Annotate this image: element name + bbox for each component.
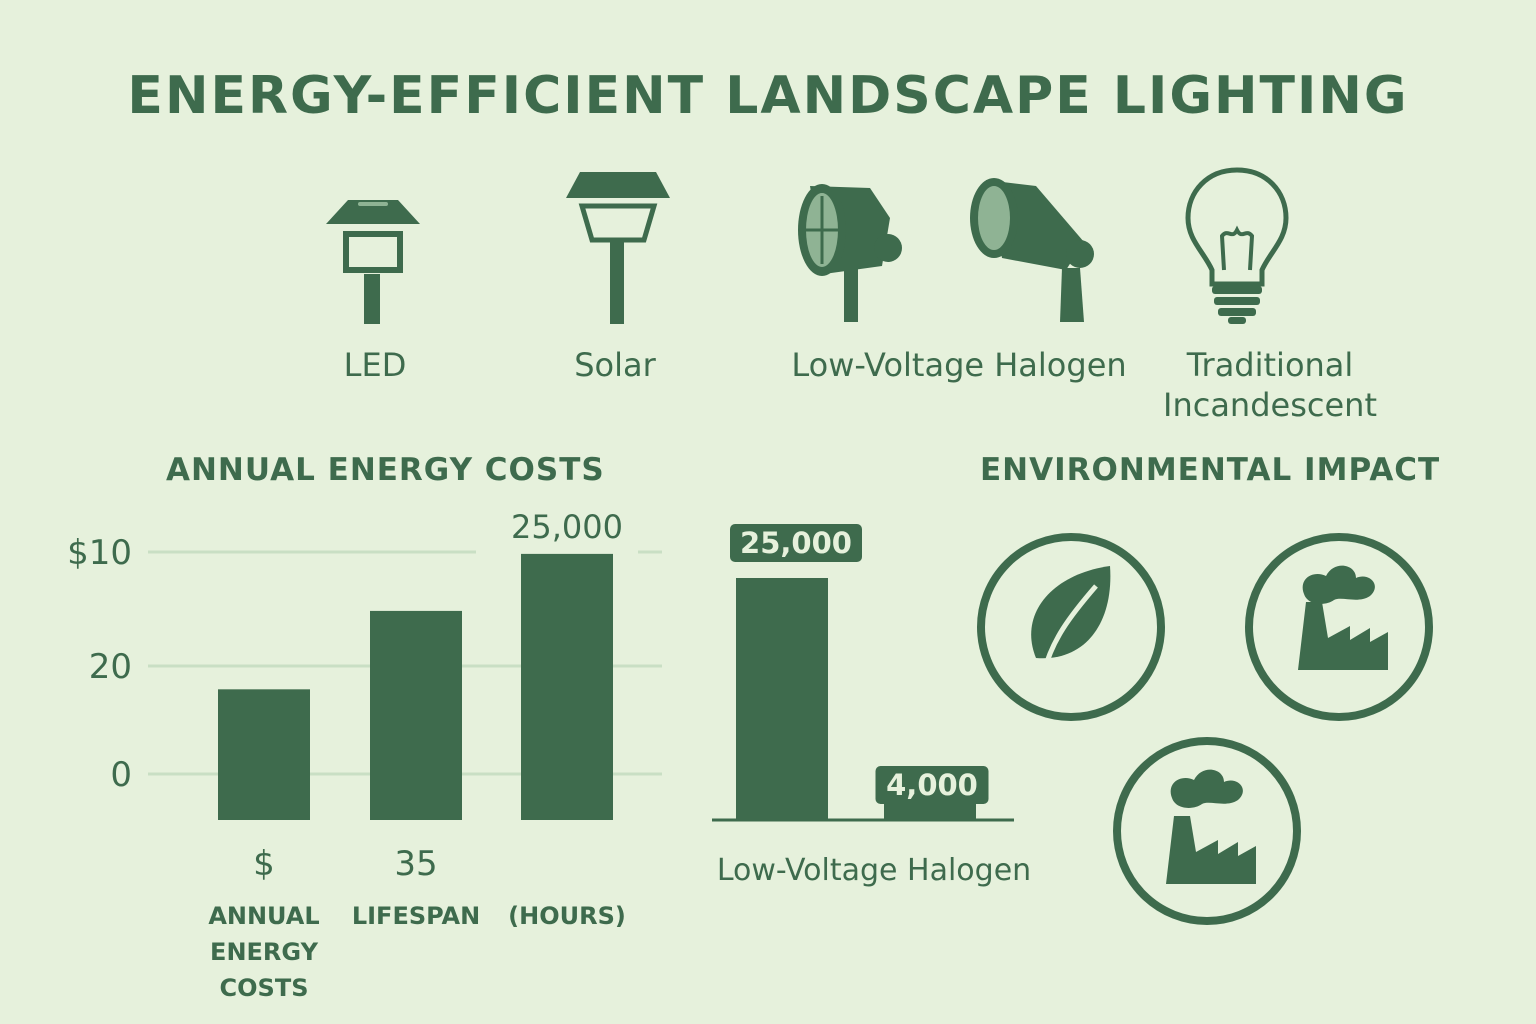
led-path-light-icon bbox=[326, 200, 420, 324]
category-label: COSTS bbox=[220, 974, 309, 1002]
y-tick-label: 0 bbox=[110, 755, 132, 795]
factory-circle-icon bbox=[1113, 737, 1301, 925]
bar bbox=[218, 689, 310, 820]
factory-circle-icon bbox=[1245, 533, 1433, 721]
data-label-badge bbox=[875, 766, 989, 804]
lamp-label-led: LED bbox=[343, 346, 407, 384]
bar bbox=[736, 578, 828, 820]
lamp-label-solar: Solar bbox=[574, 346, 656, 384]
bar-data-label: 25,000 bbox=[740, 526, 852, 560]
y-tick-label: $10 bbox=[67, 533, 132, 573]
leaf-circle-icon bbox=[977, 533, 1165, 721]
incandescent-bulb-icon bbox=[1185, 167, 1289, 324]
lifespan-chart: 25,000 4,000 Low-Voltage Halogen bbox=[712, 524, 1031, 888]
spotlight-icon bbox=[970, 178, 1094, 322]
bar bbox=[521, 553, 613, 820]
category-label: (HOURS) bbox=[508, 902, 626, 930]
bar-data-label: 4,000 bbox=[886, 768, 978, 802]
page-title: ENERGY-EFFICIENT LANDSCAPE LIGHTING bbox=[127, 66, 1409, 126]
lamp-label-line: Traditional bbox=[1186, 346, 1354, 384]
category-value: 35 bbox=[394, 844, 437, 884]
annual-energy-costs-title: ANNUAL ENERGY COSTS bbox=[166, 452, 605, 488]
environmental-impact-title: ENVIRONMENTAL IMPACT bbox=[980, 452, 1441, 488]
annual-energy-costs-chart: $10 20 0 $ ANNUAL ENERGY COSTS 35 LIFESPAN 25,000… bbox=[67, 510, 662, 1002]
data-label-badge bbox=[730, 524, 862, 562]
x-axis-label: Low-Voltage Halogen bbox=[717, 853, 1031, 888]
halogen-spotlight-icon bbox=[798, 184, 902, 322]
lamp-label-halogen: Low-Voltage Halogen bbox=[791, 346, 1127, 384]
category-label: LIFESPAN bbox=[352, 902, 480, 930]
lamp-label-incandescent: Traditional Incandescent bbox=[1150, 345, 1390, 425]
category-value: $ bbox=[253, 844, 275, 884]
category-label: ANNUAL bbox=[208, 902, 319, 930]
bar-data-label: 25,000 bbox=[511, 510, 623, 546]
bar bbox=[370, 610, 462, 820]
solar-lantern-icon bbox=[566, 172, 670, 324]
category-label: ENERGY bbox=[210, 938, 319, 966]
y-tick-label: 20 bbox=[89, 647, 132, 687]
lamp-label-line: Incandescent bbox=[1163, 386, 1377, 424]
